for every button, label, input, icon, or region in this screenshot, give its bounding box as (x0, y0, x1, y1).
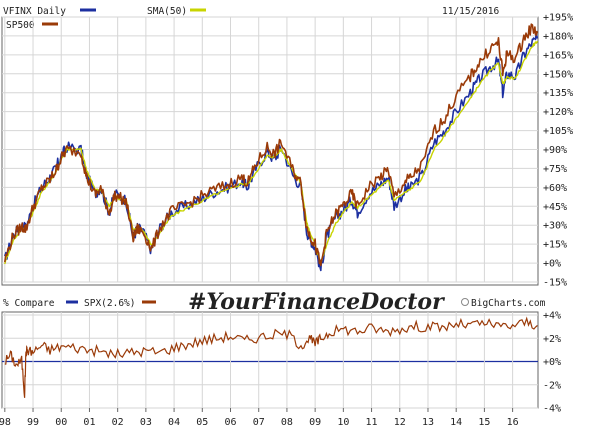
upper-y-axis: +195% +180% +165% +150% +135% +120% +105% +90% +… (543, 13, 573, 289)
legend-lower-series: SPX(2.6%) (84, 298, 135, 309)
upper-y-tick-label: +120% (543, 107, 573, 118)
x-tick-label: 09 (309, 417, 321, 428)
upper-y-tick-label: +45% (543, 202, 567, 213)
x-tick-label: 15 (478, 417, 490, 428)
upper-y-tick-label: +180% (543, 31, 573, 42)
upper-y-tick-label: +75% (543, 164, 567, 175)
lower-y-tick-label: -2% (543, 380, 561, 391)
legend-lower-label: % Compare (3, 298, 55, 309)
x-tick-label: 12 (394, 417, 406, 428)
upper-y-tick-label: +90% (543, 145, 567, 156)
upper-y-tick-label: +195% (543, 13, 573, 24)
x-tick-label: 02 (112, 417, 124, 428)
upper-y-tick-label: +135% (543, 88, 573, 99)
series-sp500-line (4, 23, 539, 267)
upper-y-tick-label: +15% (543, 240, 567, 251)
lower-y-tick-label: -4% (543, 404, 561, 415)
x-tick-label: 04 (168, 417, 180, 428)
lower-y-tick-label: +2% (543, 334, 561, 345)
x-tick-label: 14 (450, 417, 462, 428)
upper-y-tick-label: +30% (543, 221, 567, 232)
upper-y-tick-label: +150% (543, 69, 573, 80)
lower-y-tick-label: +4% (543, 311, 561, 322)
upper-grid (2, 16, 538, 283)
x-tick-label: 01 (83, 417, 95, 428)
x-tick-label: 98 (0, 417, 11, 428)
x-tick-label: 06 (224, 417, 236, 428)
upper-y-tick-label: +165% (543, 50, 573, 61)
lower-y-tick-label: +0% (543, 357, 561, 368)
x-tick-label: 16 (507, 417, 519, 428)
upper-y-tick-label: +60% (543, 183, 567, 194)
lower-y-axis: +4% +2% +0% -2% -4% (543, 311, 561, 415)
upper-y-tick-label: +0% (543, 259, 561, 270)
legend-compare-symbol: SP500 (6, 20, 35, 31)
x-axis: 98 99 00 01 02 03 04 05 06 07 08 09 10 11 12 13 14 15 16 (0, 408, 519, 428)
legend-main-symbol: VFINX Daily (3, 6, 66, 17)
bigcharts-icon (461, 298, 469, 306)
legend-source: BigCharts.com (471, 298, 546, 309)
watermark: #YourFinanceDoctor (188, 289, 445, 315)
x-tick-label: 05 (196, 417, 208, 428)
x-tick-label: 11 (366, 417, 378, 428)
series-spx-compare-line (4, 316, 538, 398)
x-tick-label: 03 (140, 417, 152, 428)
x-tick-label: 10 (337, 417, 349, 428)
upper-y-tick-label: -15% (543, 278, 567, 289)
legend-date: 11/15/2016 (442, 6, 499, 17)
lower-series (4, 316, 538, 398)
x-tick-label: 00 (55, 417, 67, 428)
x-tick-label: 08 (281, 417, 293, 428)
x-tick-label: 99 (27, 417, 39, 428)
upper-series (4, 23, 539, 272)
x-tick-label: 07 (253, 417, 265, 428)
upper-y-tick-label: +105% (543, 126, 573, 137)
legend-sma-label: SMA(50) (147, 6, 187, 17)
x-tick-label: 13 (422, 417, 434, 428)
